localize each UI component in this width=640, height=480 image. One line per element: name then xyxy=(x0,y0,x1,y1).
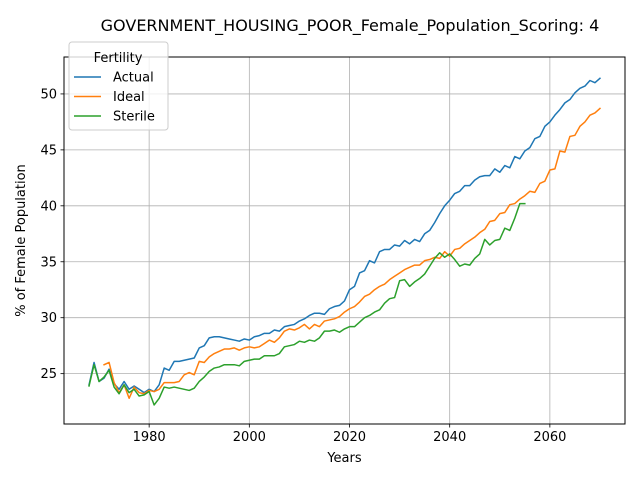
y-tick-label: 30 xyxy=(40,311,57,326)
y-tick-label: 25 xyxy=(40,367,57,382)
y-axis-title: % of Female Population xyxy=(14,164,29,317)
series-line-sterile xyxy=(88,202,526,406)
series-line-actual xyxy=(88,77,602,394)
legend-label-ideal: Ideal xyxy=(113,90,145,105)
plot-area-frame xyxy=(63,56,626,425)
x-tick-label: 2040 xyxy=(433,430,466,445)
series-line-ideal xyxy=(103,107,602,400)
y-tick-label: 45 xyxy=(40,143,57,158)
y-tick-label: 40 xyxy=(40,199,57,214)
legend-label-actual: Actual xyxy=(113,71,154,86)
y-tick-label: 35 xyxy=(40,255,57,270)
grid xyxy=(64,57,625,424)
legend-box xyxy=(68,41,169,131)
y-tick-label: 50 xyxy=(40,87,57,102)
legend-items: Actual Ideal Sterile xyxy=(74,71,155,125)
series-lines xyxy=(88,77,602,406)
x-tick-label: 1980 xyxy=(133,430,166,445)
legend: Fertility Actual Ideal Sterile xyxy=(68,41,169,131)
x-tick-label: 2000 xyxy=(233,430,266,445)
legend-label-sterile: Sterile xyxy=(113,110,155,125)
x-axis-title: Years xyxy=(326,451,362,466)
axis-ticks: 1980 2000 2020 2040 2060 25 30 35 40 45 50 xyxy=(40,87,566,445)
x-tick-label: 2020 xyxy=(333,430,366,445)
chart-title: GOVERNMENT_HOUSING_POOR_Female_Populatio… xyxy=(101,16,600,36)
x-tick-label: 2060 xyxy=(533,430,566,445)
legend-title: Fertility xyxy=(94,51,143,66)
